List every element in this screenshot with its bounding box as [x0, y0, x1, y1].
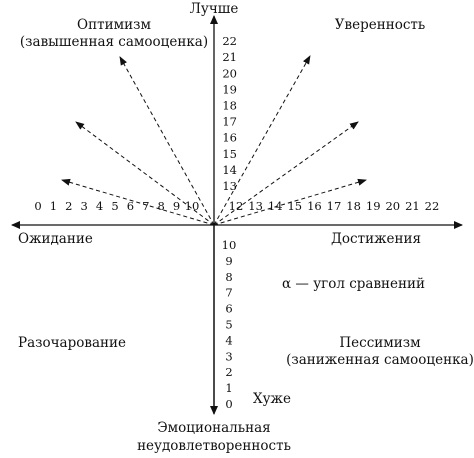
scale-number: 9 [173, 199, 180, 213]
scale-number: 13 [248, 199, 263, 213]
scale-number: 21 [222, 50, 237, 64]
scale-number: 2 [65, 199, 72, 213]
scale-number: 9 [225, 254, 232, 268]
scale-number: 7 [142, 199, 149, 213]
scale-number: 17 [222, 115, 237, 129]
label-bottom-line2: неудовлетворенность [137, 438, 291, 454]
scale-number: 22 [222, 34, 237, 48]
dashed-ray-3 [61, 178, 215, 226]
label-right-achievements: Достижения [331, 231, 421, 247]
label-pessimism: Пессимизм [339, 335, 421, 351]
label-bottom-line1: Эмоциональная [157, 420, 270, 436]
label-pessimism-note: (заниженная самооценка) [286, 352, 474, 368]
scale-number: 14 [268, 199, 283, 213]
label-optimism-note: (завышенная самооценка) [20, 34, 208, 50]
label-top-better: Лучше [190, 1, 239, 17]
scale-number: 16 [222, 131, 237, 145]
scale-number: 7 [225, 286, 232, 300]
dashed-ray-4 [213, 55, 311, 226]
right-axis-scale: 12 13 14 15 16 17 18 19 20 21 22 [229, 199, 440, 213]
scale-number: 0 [225, 397, 232, 411]
scale-number: 12 [229, 199, 244, 213]
scale-number: 14 [222, 163, 237, 177]
left-axis-scale: 0 1 2 3 4 5 6 7 8 9 10 [34, 199, 199, 213]
label-worse: Хуже [253, 391, 291, 407]
dashed-ray-6 [213, 178, 367, 226]
scale-number: 10 [222, 238, 237, 252]
scale-number: 19 [366, 199, 381, 213]
scale-number: 8 [158, 199, 165, 213]
scale-number: 3 [81, 199, 88, 213]
scale-number: 18 [346, 199, 361, 213]
scale-number: 10 [185, 199, 200, 213]
label-optimism: Оптимизм [77, 17, 151, 33]
scale-number: 22 [425, 199, 440, 213]
dashed-ray-2 [75, 121, 215, 226]
scale-number: 3 [225, 349, 232, 363]
dashed-ray-5 [213, 121, 359, 226]
scale-number: 6 [225, 302, 232, 316]
scale-number: 19 [222, 82, 237, 96]
dashed-ray-1 [119, 56, 215, 226]
scale-number: 20 [385, 199, 400, 213]
scale-number: 8 [225, 270, 232, 284]
label-disappointment: Разочарование [18, 335, 126, 351]
scale-number: 13 [222, 179, 237, 193]
scale-number: 16 [307, 199, 322, 213]
scale-number: 5 [111, 199, 118, 213]
scale-number: 18 [222, 99, 237, 113]
label-left-expectation: Ожидание [18, 231, 93, 247]
label-alpha-note: α — угол сравнений [282, 276, 425, 292]
scale-number: 0 [34, 199, 41, 213]
scale-number: 4 [225, 333, 232, 347]
scale-number: 15 [287, 199, 302, 213]
scale-number: 5 [225, 318, 232, 332]
scale-number: 6 [127, 199, 134, 213]
scale-number: 1 [50, 199, 57, 213]
scale-number: 17 [327, 199, 342, 213]
scale-number: 21 [405, 199, 420, 213]
label-confidence: Уверенность [335, 17, 425, 33]
top-axis-scale: 13 14 15 16 17 18 19 20 21 22 [222, 34, 237, 193]
scale-number: 15 [222, 147, 237, 161]
scale-number: 20 [222, 66, 237, 80]
scale-number: 4 [96, 199, 103, 213]
scale-number: 1 [225, 381, 232, 395]
dashed-rays [61, 55, 367, 226]
scale-number: 2 [225, 365, 232, 379]
